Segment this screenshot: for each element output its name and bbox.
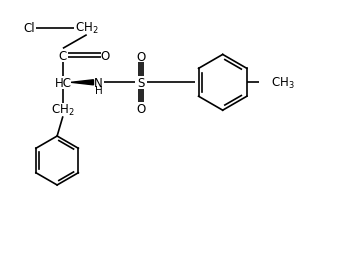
Text: S: S [137,76,145,89]
Polygon shape [71,81,94,86]
Text: CH$_3$: CH$_3$ [271,75,294,90]
Text: N: N [94,76,103,89]
Text: CH$_2$: CH$_2$ [51,103,75,118]
Text: O: O [101,50,110,62]
Text: H: H [95,85,102,96]
Text: O: O [136,51,146,63]
Text: Cl: Cl [23,22,35,35]
Text: CH$_2$: CH$_2$ [75,21,99,36]
Text: O: O [136,103,146,116]
Text: C: C [59,50,67,62]
Text: HC: HC [54,76,71,89]
